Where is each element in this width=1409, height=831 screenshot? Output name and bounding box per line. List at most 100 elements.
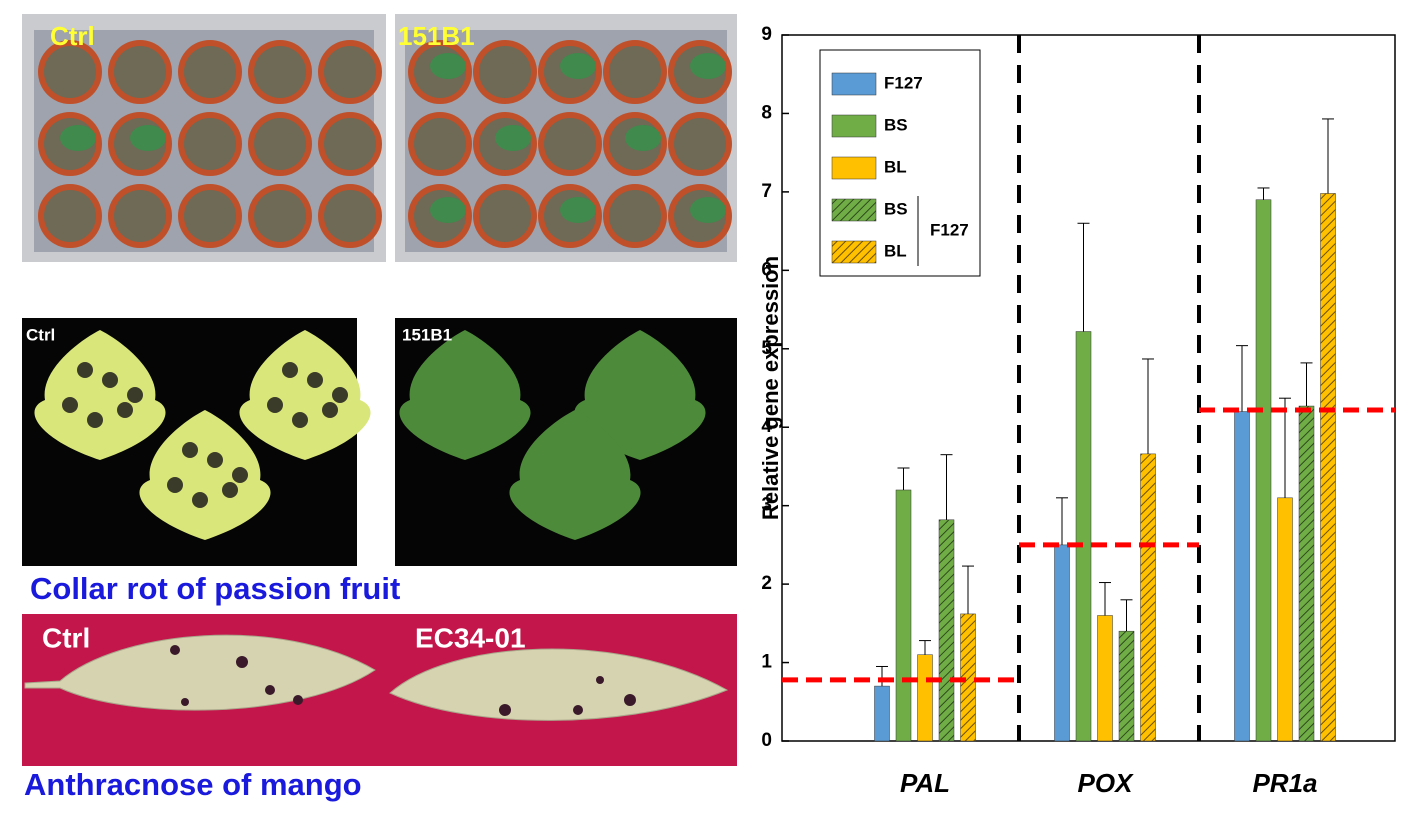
error-bar — [1099, 582, 1111, 616]
legend-label: BL — [884, 241, 907, 260]
soil — [114, 46, 166, 98]
seedling-leaf — [495, 125, 531, 151]
bar — [1298, 405, 1315, 742]
soil — [414, 118, 466, 170]
leaf-blade — [399, 330, 531, 460]
lesion — [322, 402, 338, 418]
seedling-leaf — [625, 125, 661, 151]
legend-label: BS — [884, 115, 908, 134]
soil — [44, 190, 96, 242]
bar — [874, 685, 890, 742]
bar — [1140, 453, 1156, 742]
panel-label: Ctrl — [50, 21, 95, 51]
soil — [254, 46, 306, 98]
lesion — [222, 482, 238, 498]
error-bar — [1236, 345, 1248, 412]
legend-swatch — [831, 72, 877, 96]
seedling-leaf — [560, 197, 596, 223]
lesion — [87, 412, 103, 428]
seedling-leaf — [430, 53, 466, 79]
error-bar — [919, 640, 931, 655]
error-bar — [962, 565, 974, 614]
leaf-blade — [509, 410, 641, 540]
x-tick-label: PR1a — [1252, 768, 1317, 798]
leaf — [139, 410, 271, 540]
panel-label: EC34-01 — [415, 622, 526, 653]
bar — [1097, 615, 1113, 742]
legend-swatch — [831, 240, 877, 264]
leaf — [34, 330, 166, 460]
error-bar — [940, 454, 953, 520]
soil — [184, 190, 236, 242]
soil — [254, 190, 306, 242]
error-bar — [1077, 222, 1090, 332]
leaf-blade — [34, 330, 166, 460]
bar — [1118, 630, 1135, 742]
bar — [1320, 193, 1336, 742]
seedling-leaf — [430, 197, 466, 223]
leaf — [399, 330, 531, 460]
bar — [1054, 544, 1070, 742]
bar — [1277, 497, 1293, 742]
lesion — [267, 397, 283, 413]
soil — [609, 46, 661, 98]
bar — [1234, 411, 1250, 742]
error-bar — [1300, 362, 1313, 407]
panel-label: Ctrl — [42, 622, 90, 653]
lesion — [332, 387, 348, 403]
seedling-leaf — [690, 197, 726, 223]
error-bar — [897, 467, 910, 490]
soil — [479, 46, 531, 98]
lesion — [182, 442, 198, 458]
lesion — [307, 372, 323, 388]
leaf — [239, 330, 371, 460]
panel-label: 151B1 — [402, 325, 452, 344]
error-bar — [1056, 497, 1068, 545]
soil — [324, 190, 376, 242]
x-tick-label: POX — [1078, 768, 1135, 798]
soil — [44, 46, 96, 98]
bar — [1255, 199, 1272, 742]
lesion — [207, 452, 223, 468]
lesion — [292, 412, 308, 428]
leaf — [509, 410, 641, 540]
leaf-blade — [239, 330, 371, 460]
lesion — [282, 362, 298, 378]
panel-label: 151B1 — [398, 21, 475, 51]
y-tick-label: 2 — [761, 573, 772, 594]
error-bar — [1257, 187, 1270, 200]
soil — [324, 118, 376, 170]
bar — [1075, 331, 1092, 742]
y-tick-label: 1 — [761, 652, 772, 673]
lesion — [127, 387, 143, 403]
lesion — [232, 467, 248, 483]
seedling-leaf — [60, 125, 96, 151]
legend-swatch — [831, 114, 877, 138]
error-bar — [1142, 358, 1154, 454]
caption: Collar rot of passion fruit — [30, 571, 400, 606]
soil — [609, 190, 661, 242]
lesion — [117, 402, 133, 418]
error-bar — [876, 665, 888, 687]
y-tick-label: 0 — [761, 730, 772, 751]
y-tick-label: 3 — [761, 495, 772, 516]
y-tick-label: 6 — [761, 259, 772, 280]
photo-mango — [22, 614, 737, 766]
lesion — [192, 492, 208, 508]
soil — [184, 46, 236, 98]
soil — [479, 190, 531, 242]
bar — [938, 519, 955, 742]
bar — [917, 654, 933, 742]
legend-label: BL — [884, 157, 907, 176]
legend-group-label: F127 — [930, 220, 969, 239]
soil — [254, 118, 306, 170]
lesion — [167, 477, 183, 493]
soil — [324, 46, 376, 98]
leaf-blade — [139, 410, 271, 540]
error-bar — [1120, 599, 1133, 632]
lesion — [102, 372, 118, 388]
legend-label: F127 — [884, 73, 923, 92]
seedling-leaf — [130, 125, 166, 151]
